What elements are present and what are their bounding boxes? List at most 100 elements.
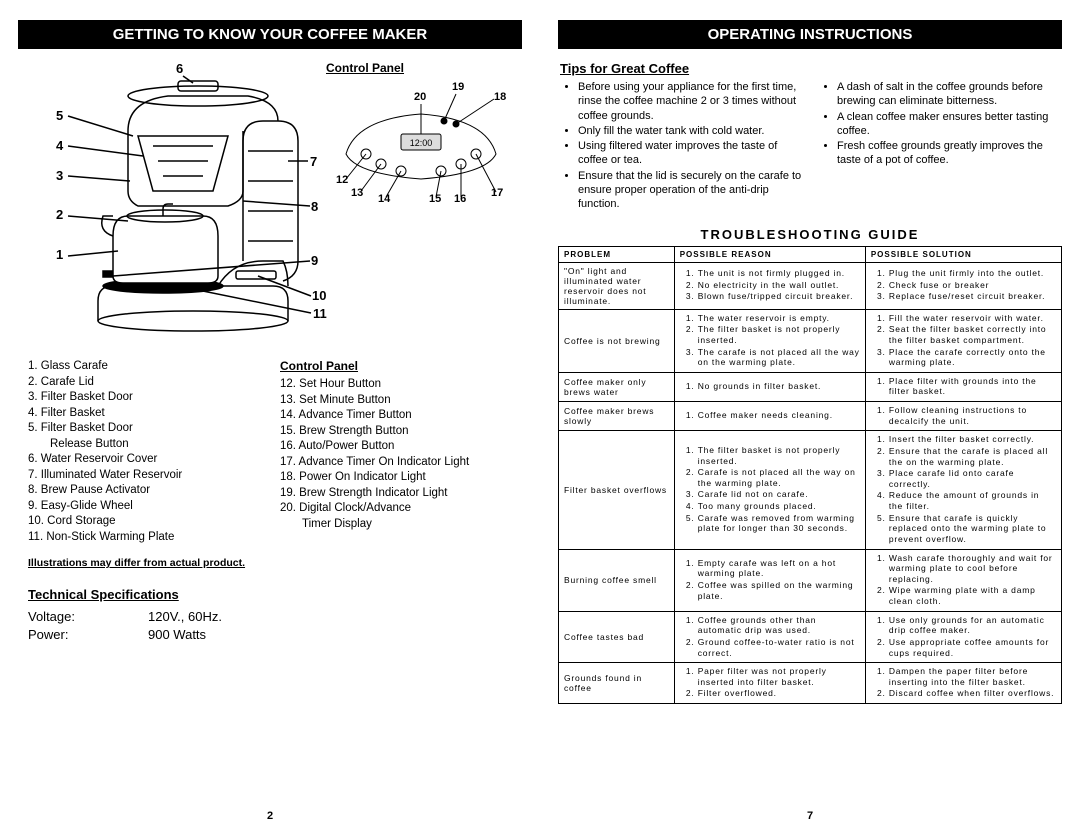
- spec-value: 900 Watts: [148, 626, 206, 644]
- tips-columns: Before using your appliance for the firs…: [558, 80, 1062, 213]
- parts-item: 8. Brew Pause Activator: [28, 483, 260, 499]
- tip-item: A clean coffee maker ensures better tast…: [837, 110, 1062, 139]
- parts-item: 7. Illuminated Water Reservoir: [28, 468, 260, 484]
- ts-reason: No grounds in filter basket.: [674, 372, 865, 401]
- ts-header-cell: PROBLEM: [559, 246, 675, 262]
- parts-left-col: 1. Glass Carafe2. Carafe Lid3. Filter Ba…: [28, 359, 260, 545]
- cp-num-18: 18: [494, 91, 506, 103]
- diagram-num-8: 8: [311, 199, 318, 214]
- ts-solution: Place filter with grounds into the filte…: [865, 372, 1061, 401]
- ts-reason: Coffee grounds other than automatic drip…: [674, 611, 865, 663]
- parts-lists: 1. Glass Carafe2. Carafe Lid3. Filter Ba…: [18, 359, 522, 545]
- cp-num-16: 16: [454, 193, 466, 205]
- ts-row: "On" light and illuminated water reservo…: [559, 262, 1062, 309]
- parts-item: 2. Carafe Lid: [28, 375, 260, 391]
- spec-row: Power:900 Watts: [28, 626, 522, 644]
- parts-item: 3. Filter Basket Door: [28, 390, 260, 406]
- illustration-note: Illustrations may differ from actual pro…: [28, 557, 522, 569]
- ts-solution: Plug the unit firmly into the outlet.Che…: [865, 262, 1061, 309]
- coffee-maker-diagram: 1 2 3 4 5 6 7 8 9 10 11: [18, 61, 318, 341]
- parts-item: 1. Glass Carafe: [28, 359, 260, 375]
- ts-row: Burning coffee smellEmpty carafe was lef…: [559, 549, 1062, 611]
- ts-solution: Wash carafe thoroughly and wait for warm…: [865, 549, 1061, 611]
- tip-item: Only fill the water tank with cold water…: [578, 124, 803, 138]
- diagram-num-9: 9: [311, 253, 318, 268]
- right-header: OPERATING INSTRUCTIONS: [558, 20, 1062, 49]
- ts-reason: Paper filter was not properly inserted i…: [674, 663, 865, 704]
- parts-item: 19. Brew Strength Indicator Light: [280, 486, 512, 502]
- spec-label: Voltage:: [28, 608, 148, 626]
- ts-row: Coffee is not brewingThe water reservoir…: [559, 309, 1062, 372]
- diagram-num-5: 5: [56, 108, 63, 123]
- ts-problem: Coffee maker only brews water: [559, 372, 675, 401]
- spec-row: Voltage:120V., 60Hz.: [28, 608, 522, 626]
- parts-item: 12. Set Hour Button: [280, 377, 512, 393]
- tip-item: Fresh coffee grounds greatly improves th…: [837, 139, 1062, 168]
- svg-text:12:00: 12:00: [410, 138, 433, 148]
- parts-item: 6. Water Reservoir Cover: [28, 452, 260, 468]
- parts-right-col: Control Panel 12. Set Hour Button13. Set…: [280, 359, 512, 545]
- cp-num-19: 19: [452, 81, 464, 93]
- diagram-num-3: 3: [56, 168, 63, 183]
- parts-item: 14. Advance Timer Button: [280, 408, 512, 424]
- parts-item: Release Button: [28, 437, 260, 453]
- diagram-num-10: 10: [312, 288, 326, 303]
- ts-reason: Empty carafe was left on a hot warming p…: [674, 549, 865, 611]
- ts-problem: Grounds found in coffee: [559, 663, 675, 704]
- tip-item: Ensure that the lid is securely on the c…: [578, 169, 803, 212]
- ts-reason: Coffee maker needs cleaning.: [674, 402, 865, 431]
- parts-right-title: Control Panel: [280, 359, 512, 373]
- right-page: OPERATING INSTRUCTIONS Tips for Great Co…: [540, 0, 1080, 834]
- right-page-number: 7: [807, 810, 813, 822]
- ts-problem: Coffee tastes bad: [559, 611, 675, 663]
- troubleshooting-title: TROUBLESHOOTING GUIDE: [558, 227, 1062, 242]
- ts-solution: Fill the water reservoir with water.Seat…: [865, 309, 1061, 372]
- ts-problem: "On" light and illuminated water reservo…: [559, 262, 675, 309]
- spec-value: 120V., 60Hz.: [148, 608, 222, 626]
- spec-label: Power:: [28, 626, 148, 644]
- tech-spec-title: Technical Specifications: [28, 587, 522, 602]
- ts-reason: The filter basket is not properly insert…: [674, 431, 865, 549]
- cp-num-17: 17: [491, 187, 503, 199]
- ts-header-cell: POSSIBLE SOLUTION: [865, 246, 1061, 262]
- tips-title: Tips for Great Coffee: [558, 61, 1062, 76]
- ts-solution: Insert the filter basket correctly.Ensur…: [865, 431, 1061, 549]
- diagram-num-4: 4: [56, 138, 63, 153]
- diagram-num-1: 1: [56, 247, 63, 262]
- cp-title: Control Panel: [326, 61, 522, 75]
- ts-problem: Coffee is not brewing: [559, 309, 675, 372]
- cp-num-14: 14: [378, 193, 390, 205]
- cp-num-15: 15: [429, 193, 441, 205]
- ts-solution: Use only grounds for an automatic drip c…: [865, 611, 1061, 663]
- cp-num-20: 20: [414, 91, 426, 103]
- left-page: GETTING TO KNOW YOUR COFFEE MAKER: [0, 0, 540, 834]
- ts-reason: The water reservoir is empty.The filter …: [674, 309, 865, 372]
- cp-num-13: 13: [351, 187, 363, 199]
- parts-item: 16. Auto/Power Button: [280, 439, 512, 455]
- ts-header-cell: POSSIBLE REASON: [674, 246, 865, 262]
- parts-item: 9. Easy-Glide Wheel: [28, 499, 260, 515]
- ts-row: Filter basket overflowsThe filter basket…: [559, 431, 1062, 549]
- parts-item: 20. Digital Clock/Advance: [280, 501, 512, 517]
- ts-solution: Follow cleaning instructions to decalcif…: [865, 402, 1061, 431]
- ts-reason: The unit is not firmly plugged in.No ele…: [674, 262, 865, 309]
- control-panel-diagram: 12:00: [326, 79, 516, 199]
- parts-item: 17. Advance Timer On Indicator Light: [280, 455, 512, 471]
- parts-item: 15. Brew Strength Button: [280, 424, 512, 440]
- diagram-num-11: 11: [313, 306, 327, 321]
- diagram-num-6: 6: [176, 61, 183, 76]
- control-panel-section: Control Panel 12:00: [326, 61, 522, 341]
- parts-item: 5. Filter Basket Door: [28, 421, 260, 437]
- ts-problem: Filter basket overflows: [559, 431, 675, 549]
- parts-item: 4. Filter Basket: [28, 406, 260, 422]
- ts-row: Coffee tastes badCoffee grounds other th…: [559, 611, 1062, 663]
- cp-num-12: 12: [336, 174, 348, 186]
- tips-left-col: Before using your appliance for the firs…: [558, 80, 803, 213]
- ts-problem: Coffee maker brews slowly: [559, 402, 675, 431]
- tip-item: A dash of salt in the coffee grounds bef…: [837, 80, 1062, 109]
- ts-solution: Dampen the paper filter before inserting…: [865, 663, 1061, 704]
- left-page-number: 2: [267, 810, 273, 822]
- tips-right-col: A dash of salt in the coffee grounds bef…: [817, 80, 1062, 213]
- tip-item: Using filtered water improves the taste …: [578, 139, 803, 168]
- parts-item: Timer Display: [280, 517, 512, 533]
